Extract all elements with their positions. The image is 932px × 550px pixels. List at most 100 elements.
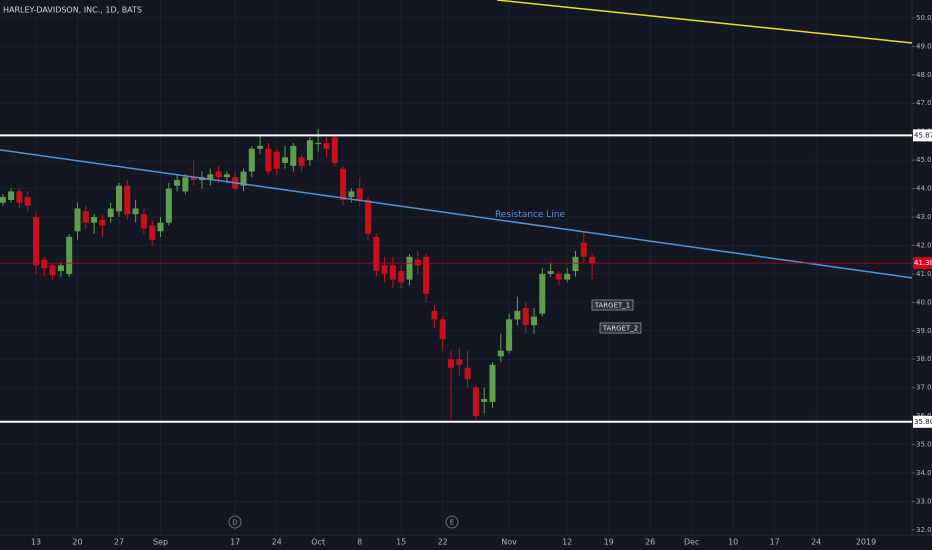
candle-body [190,177,197,181]
x-tick-label: 13 [31,538,41,547]
candle-body [381,265,388,274]
price-label-box [913,257,932,270]
candle-body [398,271,405,283]
candle-body [572,256,579,272]
candle-body [282,157,288,163]
x-tick-label: 2019 [856,538,876,547]
candle-body [472,387,479,417]
x-tick-label: 15 [396,538,406,547]
price-label-box [913,415,932,428]
x-tick-label: 26 [645,538,655,547]
candle-body [149,225,156,240]
candle-body [24,197,31,206]
x-tick-label: 24 [811,538,821,547]
candle-body [41,259,48,269]
candle-body [215,171,222,178]
candle-body [57,265,64,272]
trend-line-label: Resistance Line [495,210,566,220]
x-tick-label: 22 [438,538,448,547]
candle-body [448,359,454,368]
event-label: E [450,519,454,527]
price-label-box [913,129,932,142]
candle-body [340,168,347,200]
candle-body [348,191,355,198]
candle-body [33,217,39,266]
candle-body [174,180,181,186]
candle-body [248,148,255,172]
candle-body [16,191,23,203]
x-tick-label: Sep [153,538,168,547]
candle-body [564,273,571,280]
candle-body [290,145,297,166]
candle-body [82,211,89,223]
x-tick-label: Oct [311,538,325,547]
candle-body [373,236,380,272]
x-tick-label: 17 [770,538,780,547]
candle-body [423,256,430,294]
target-label: TARGET_2 [602,325,638,333]
x-tick-label: 20 [72,538,82,547]
candle-body [140,214,147,229]
candle-body [439,319,446,340]
x-tick-label: 24 [272,538,282,547]
candle-body [323,143,330,149]
event-marker [228,515,242,529]
y-tick-label: 40.00 [916,298,932,306]
y-tick-label: 32.00 [916,526,932,534]
candle-body [464,367,471,380]
candle-body [306,140,313,161]
y-tick-label: 37.00 [916,384,932,392]
candle-body [489,364,496,402]
candle-body [207,174,214,181]
candle-body [107,208,114,218]
candle-body [506,319,513,351]
candle-body [481,399,488,402]
event-marker [445,515,459,529]
event-label: D [232,519,237,527]
y-tick-label: 39.00 [916,327,932,335]
candle-body [124,185,131,215]
target-box [599,322,642,334]
x-tick-label: 8 [357,538,362,547]
candle-body [315,143,322,145]
candle-body [8,191,15,200]
candle-body [223,174,230,178]
candle-body [165,188,172,223]
candle-body [514,310,521,320]
candle-body [414,259,421,266]
candle-body [356,188,363,200]
y-tick-label: 35.00 [916,441,932,449]
candle-body [431,310,438,320]
candle-body [331,137,338,163]
y-tick-label: 48.00 [916,71,932,79]
candle-body [531,316,537,326]
trend-line [0,149,913,279]
y-tick-label: 45.00 [916,156,932,164]
x-tick-label: 12 [562,538,572,547]
candle-body [116,185,122,212]
x-tick-label: 27 [114,538,124,547]
candle-body [389,265,396,280]
candle-body [240,171,247,186]
candle-body [91,217,98,223]
candle-body [547,271,554,274]
x-tick-label: 10 [728,538,738,547]
y-tick-label: 34.00 [916,469,932,477]
candle-body [0,197,6,203]
candle-body [365,199,371,235]
y-tick-label: 42.00 [916,241,932,249]
x-tick-label: 19 [604,538,614,547]
y-tick-label: 33.00 [916,497,932,505]
overlays: Resistance Line 45.87 35.80 41.38 TARGET_1 TA… [0,0,932,529]
candle-body [555,273,562,280]
price-label: 45.87 [914,131,932,139]
candle-body [157,222,164,232]
candle-body [589,256,596,264]
price-label: 35.80 [914,418,932,426]
target-label: TARGET_1 [594,302,630,310]
candle-body [74,208,81,232]
candle-body [265,148,272,172]
candle-body [522,308,529,326]
